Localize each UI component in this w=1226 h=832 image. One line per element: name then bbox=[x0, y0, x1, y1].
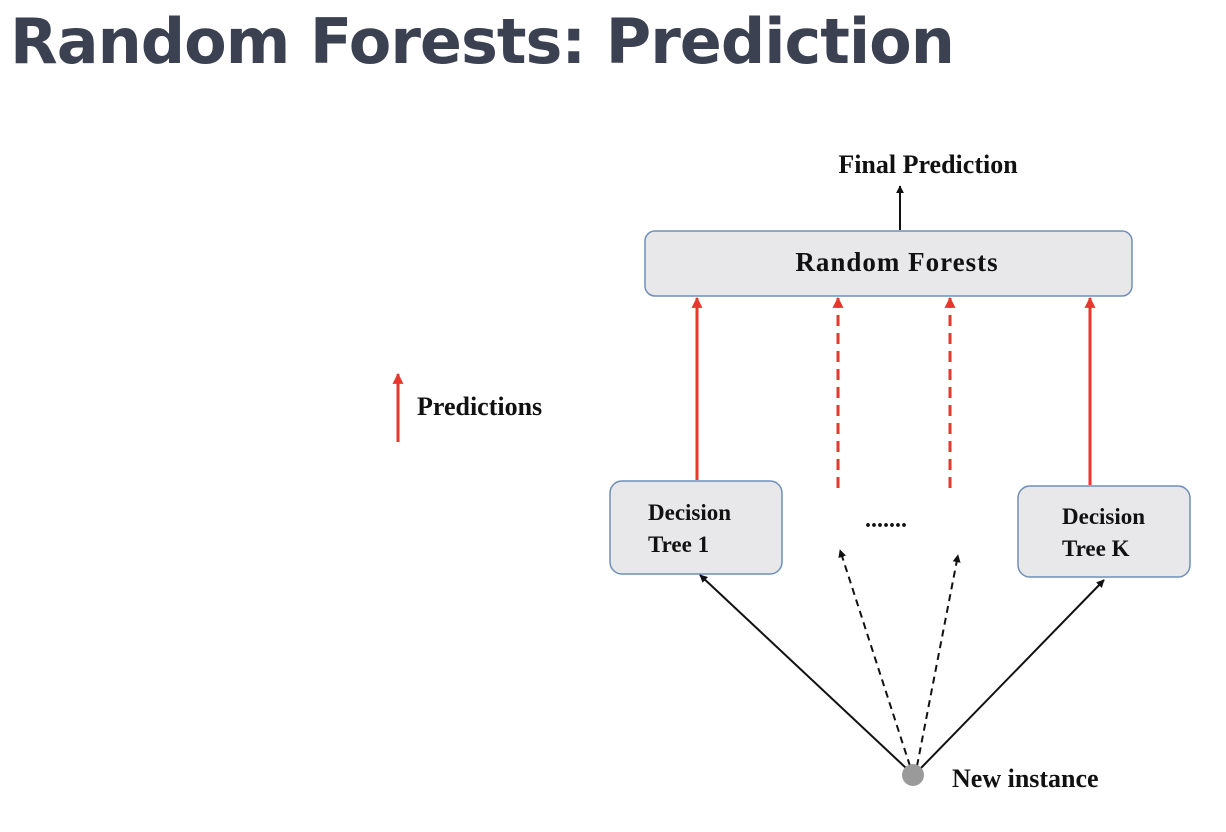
legend-predictions-label: Predictions bbox=[417, 392, 542, 421]
slide-title: Random Forests: Prediction bbox=[10, 5, 955, 78]
random-forests-box: Random Forests bbox=[644, 230, 1133, 297]
input-arrow-tree-k bbox=[920, 579, 1105, 769]
decision-tree-k-box: Decision Tree K bbox=[1017, 485, 1191, 578]
input-arrow-dashed-2 bbox=[916, 554, 961, 767]
new-instance-dot bbox=[902, 764, 924, 786]
tree-k-label-line1: Decision bbox=[1062, 504, 1145, 529]
input-arrow-tree-1 bbox=[699, 574, 907, 769]
more-trees-ellipsis: ....... bbox=[865, 507, 907, 533]
new-instance-label: New instance bbox=[952, 764, 1099, 793]
tree-k-label-line2: Tree K bbox=[1062, 536, 1130, 561]
decision-tree-1-box: Decision Tree 1 bbox=[609, 480, 783, 575]
legend: Predictions bbox=[392, 372, 542, 442]
random-forests-label: Random Forests bbox=[795, 247, 998, 277]
input-arrow-dashed-1 bbox=[838, 549, 911, 767]
tree-1-label-line1: Decision bbox=[648, 500, 731, 525]
tree-1-label-line2: Tree 1 bbox=[648, 532, 709, 557]
final-prediction-label: Final Prediction bbox=[838, 150, 1018, 179]
